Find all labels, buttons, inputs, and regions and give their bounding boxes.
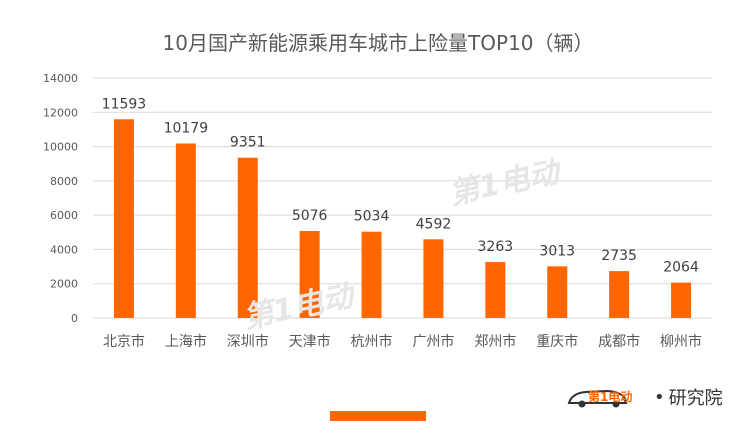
data-label: 3263: [478, 239, 514, 255]
y-axis-ticks: 0 2000 4000 6000 8000 10000 12000 14000: [43, 72, 78, 325]
grid-lines: [93, 77, 712, 319]
footer-accent-bar: [330, 411, 426, 421]
category-label: 广州市: [412, 333, 454, 350]
y-tick-label: 4000: [50, 243, 78, 256]
category-label: 天津市: [289, 333, 331, 350]
brand-logo-text: 第1电动: [588, 389, 632, 404]
category-label: 杭州市: [351, 333, 393, 350]
bar: [423, 239, 444, 318]
bars: [113, 119, 692, 319]
y-tick-label: 10000: [43, 141, 78, 154]
bar: [113, 119, 134, 319]
category-label: 成都市: [598, 333, 640, 350]
bar: [671, 282, 692, 318]
category-label: 柳州市: [660, 333, 702, 350]
category-label: 深圳市: [227, 333, 269, 350]
data-label: 2064: [663, 260, 699, 276]
category-labels: 北京市 上海市 深圳市 天津市 杭州市 广州市 郑州市 重庆市 成都市 柳州市: [103, 333, 702, 350]
data-label: 5034: [354, 209, 390, 225]
category-label: 上海市: [165, 333, 207, 350]
car-logo-icon: 第1电动: [567, 389, 632, 408]
y-tick-label: 12000: [43, 106, 78, 119]
y-tick-label: 8000: [50, 175, 78, 188]
data-label: 4592: [416, 216, 452, 232]
bar: [237, 157, 258, 318]
brand-logo-group: 第1电动 • 研究院: [566, 383, 723, 411]
category-label: 重庆市: [536, 333, 578, 350]
bar: [175, 143, 196, 318]
y-tick-label: 2000: [50, 278, 78, 291]
y-tick-label: 14000: [43, 72, 78, 85]
data-label: 11593: [102, 96, 147, 112]
data-label: 10179: [164, 121, 209, 137]
data-label: 2735: [601, 248, 637, 264]
bar: [609, 271, 630, 318]
data-labels: 11593 10179 9351 5076 5034 4592 3263 3013 2735 20…: [102, 96, 699, 275]
y-tick-label: 6000: [50, 209, 78, 222]
bar: [547, 266, 568, 318]
bar: [485, 262, 506, 318]
brand-suffix: 研究院: [668, 388, 723, 409]
y-tick-label: 0: [71, 312, 78, 325]
category-label: 郑州市: [474, 333, 516, 350]
data-label: 5076: [292, 208, 328, 224]
bar: [361, 231, 382, 318]
chart-title: 10月国产新能源乘用车城市上险量TOP10（辆）: [163, 31, 594, 55]
bar: [299, 230, 320, 318]
data-label: 9351: [230, 135, 266, 151]
data-label: 3013: [539, 243, 575, 259]
category-label: 北京市: [103, 333, 145, 350]
brand-separator: •: [654, 386, 665, 408]
